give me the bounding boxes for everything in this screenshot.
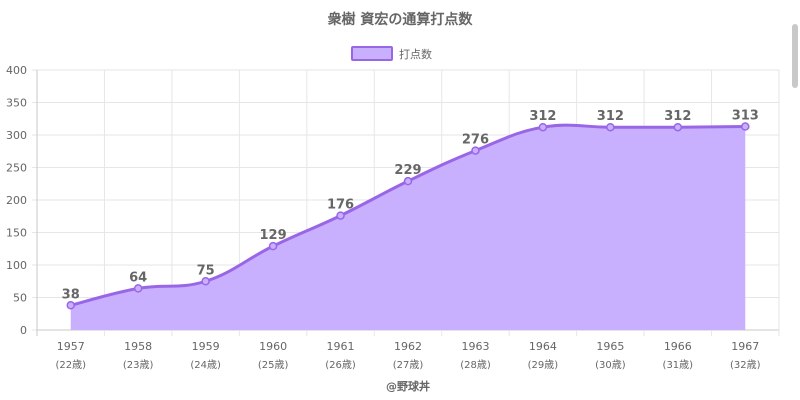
y-tick-label: 50	[13, 292, 27, 305]
footer-credit: @野球丼	[386, 379, 430, 393]
x-tick-sublabel: (29歳)	[528, 359, 559, 371]
y-tick-label: 150	[6, 227, 27, 240]
x-tick-sublabel: (26歳)	[325, 359, 356, 371]
data-label: 75	[197, 263, 215, 278]
data-point[interactable]	[673, 122, 683, 132]
axes: 0 50 100 150 200 250 300 350 400 1957 (22歳) 1958 (23…	[6, 64, 761, 371]
data-point[interactable]	[133, 284, 143, 293]
data-label: 312	[597, 109, 624, 124]
x-tick-sublabel: (24歳)	[190, 359, 221, 371]
y-tick-label: 400	[6, 64, 27, 77]
x-tick-label: 1957	[57, 340, 85, 353]
y-tick-label: 250	[6, 162, 27, 175]
data-label: 38	[62, 287, 80, 302]
x-tick-label: 1965	[596, 340, 624, 353]
data-label: 276	[462, 133, 489, 148]
data-point[interactable]	[538, 122, 548, 132]
x-tick-sublabel: (27歳)	[393, 359, 424, 371]
x-tick-label: 1967	[731, 340, 759, 353]
data-point[interactable]	[268, 241, 278, 251]
x-tick-sublabel: (30歳)	[595, 359, 626, 371]
data-label: 64	[129, 270, 147, 285]
data-label: 229	[394, 163, 421, 178]
y-tick-label: 300	[6, 129, 27, 142]
x-tick-sublabel: (25歳)	[258, 359, 289, 371]
data-label: 313	[732, 109, 759, 124]
legend[interactable]: 打点数	[351, 46, 432, 61]
x-tick-sublabel: (23歳)	[123, 359, 154, 371]
chart-title: 衆樹 資宏の通算打点数	[328, 11, 474, 28]
data-point[interactable]	[66, 301, 75, 310]
series-area	[70, 125, 746, 330]
scrollbar-thumb[interactable]	[792, 24, 798, 88]
x-tick-sublabel: (32歳)	[730, 359, 761, 371]
y-tick-label: 350	[6, 97, 27, 110]
data-label: 129	[260, 228, 287, 243]
legend-label[interactable]: 打点数	[399, 47, 432, 61]
x-tick-label: 1966	[664, 340, 692, 353]
y-tick-label: 200	[6, 194, 27, 207]
data-point[interactable]	[201, 277, 210, 286]
x-tick-sublabel: (31歳)	[663, 359, 694, 371]
x-tick-sublabel: (22歳)	[55, 359, 86, 371]
data-labels: 38 64 75 129 176 229 276 312 312 312 313	[62, 109, 759, 310]
data-point[interactable]	[471, 146, 480, 155]
data-point[interactable]	[403, 176, 413, 186]
y-tick-label: 0	[20, 324, 27, 337]
legend-swatch[interactable]	[351, 46, 393, 61]
data-point[interactable]	[606, 122, 615, 132]
x-tick-sublabel: (28歳)	[460, 359, 491, 371]
data-point[interactable]	[336, 211, 345, 220]
x-tick-label: 1962	[394, 340, 422, 353]
x-tick-label: 1958	[124, 340, 152, 353]
x-tick-label: 1960	[259, 340, 287, 353]
y-tick-label: 100	[6, 259, 27, 272]
x-tick-label: 1961	[327, 340, 355, 353]
x-tick-label: 1964	[529, 340, 557, 353]
data-label: 312	[529, 109, 556, 124]
data-label: 312	[664, 109, 691, 124]
x-tick-label: 1959	[192, 340, 220, 353]
x-tick-label: 1963	[461, 340, 489, 353]
data-point[interactable]	[741, 122, 750, 131]
data-label: 176	[327, 198, 354, 213]
